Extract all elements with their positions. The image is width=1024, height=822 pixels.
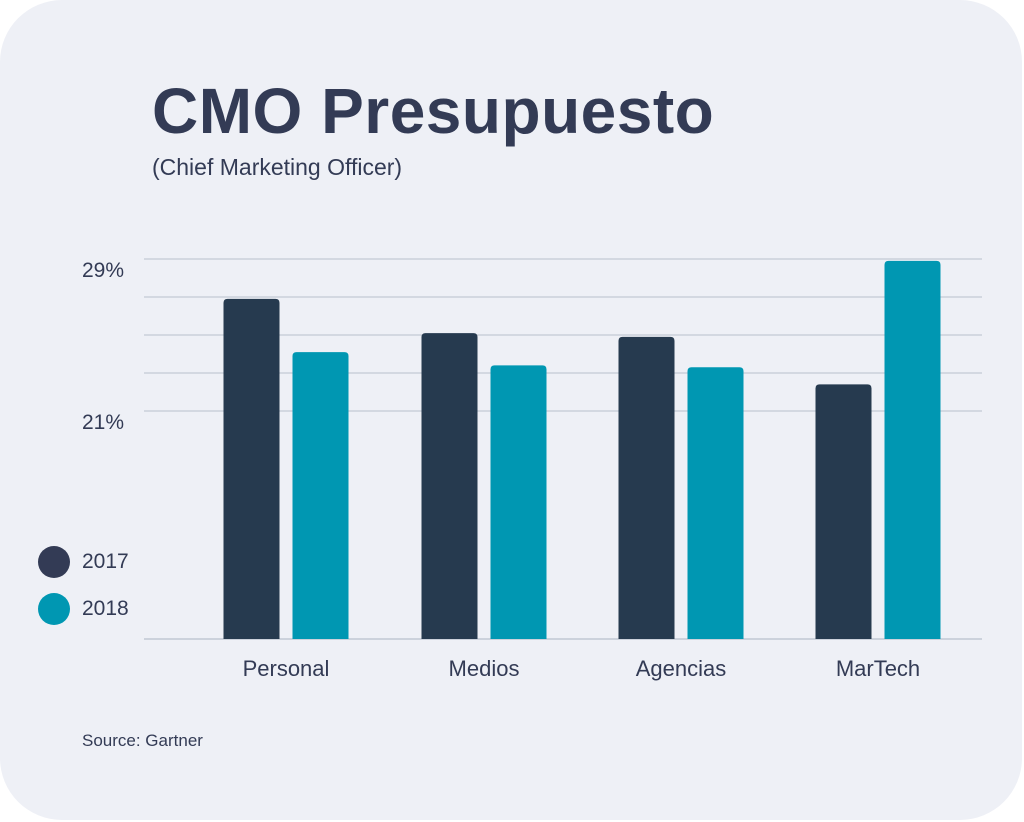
bar-personal-2018 (292, 352, 349, 639)
bar-medios-2018 (490, 365, 547, 639)
y-tick-label: 29% (82, 259, 124, 282)
bar-medios-2017 (421, 333, 478, 639)
y-tick-label: 21% (82, 411, 124, 434)
legend-label-2017: 2017 (82, 550, 129, 573)
x-tick-label-personal: Personal (243, 656, 330, 681)
bar-agencias-2018 (687, 367, 744, 639)
x-tick-label-medios: Medios (449, 656, 520, 681)
bar-martech-2018 (884, 260, 941, 639)
x-tick-label-martech: MarTech (836, 656, 920, 681)
legend-item-2017: 2017 (38, 546, 129, 578)
chart-title: CMO Presupuesto (152, 75, 715, 147)
source-note: Source: Gartner (82, 731, 203, 750)
legend-label-2018: 2018 (82, 597, 129, 620)
x-tick-label-agencias: Agencias (636, 656, 727, 681)
legend-swatch-2017 (38, 546, 70, 578)
legend: 2017 2018 (38, 546, 129, 640)
chart-subtitle: (Chief Marketing Officer) (152, 154, 403, 180)
bar-agencias-2017 (618, 336, 675, 639)
legend-item-2018: 2018 (38, 593, 129, 625)
bar-personal-2017 (223, 298, 280, 639)
bar-martech-2017 (815, 384, 872, 639)
legend-swatch-2018 (38, 593, 70, 625)
